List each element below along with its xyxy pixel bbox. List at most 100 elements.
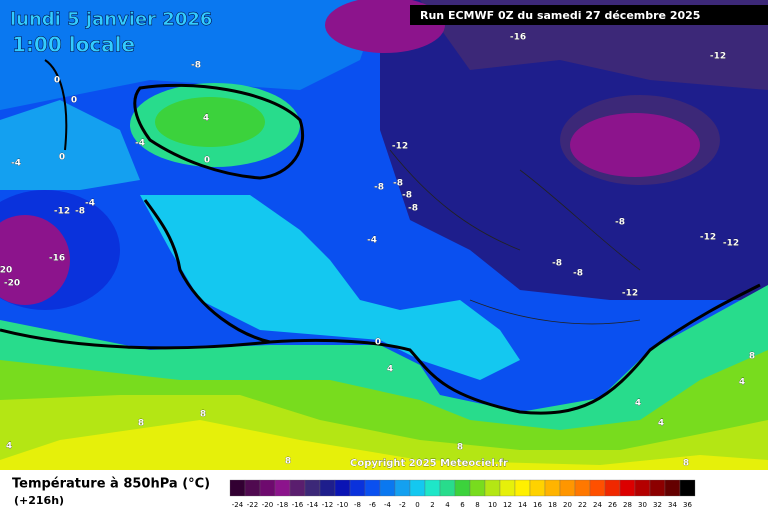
copyright: Copyright 2025 Meteociel.fr [350, 458, 508, 469]
contour-label: 4 [6, 442, 12, 452]
scale-swatch [544, 479, 561, 497]
scale-label: 26 [608, 501, 617, 509]
scale-label: -14 [307, 501, 319, 509]
scale-label: -8 [354, 501, 361, 509]
scale-swatch [619, 479, 636, 497]
scale-swatch [229, 479, 246, 497]
contour-label: -8 [191, 61, 201, 71]
scale-swatch [604, 479, 621, 497]
scale-swatch [484, 479, 501, 497]
scale-label: 36 [683, 501, 692, 509]
contour-label: 4 [739, 378, 745, 388]
scale-label: -16 [292, 501, 304, 509]
map [0, 0, 768, 470]
scale-label: -4 [384, 501, 392, 509]
contour-label: -12 [710, 52, 726, 62]
scale-swatch [349, 479, 366, 497]
scale-swatch [499, 479, 516, 497]
scale-swatch [409, 479, 426, 497]
scale-label: -20 [262, 501, 273, 509]
scale-label: -12 [322, 501, 333, 509]
contour-label: -12 [723, 239, 739, 249]
contour-label: 4 [658, 419, 664, 429]
contour-label: 4 [203, 114, 209, 124]
contour-label: 8 [138, 419, 144, 429]
contour-label: 0 [375, 338, 381, 348]
contour-label: 0 [71, 96, 77, 106]
contour-label: 20 [0, 266, 12, 276]
scale-swatch [439, 479, 456, 497]
variable-title: Température à 850hPa (°C) [12, 477, 210, 492]
run-box [410, 5, 768, 25]
contour-label: -8 [573, 269, 583, 279]
scale-swatch [424, 479, 441, 497]
contour-label: -20 [4, 279, 20, 289]
contour-label: -8 [552, 259, 562, 269]
scale-label: 2 [430, 501, 434, 509]
contour-label: -8 [75, 207, 85, 217]
scale-swatch [319, 479, 336, 497]
scale-swatch [664, 479, 681, 497]
scale-swatch [379, 479, 396, 497]
contour-label: -12 [700, 233, 716, 243]
contour-label: -4 [11, 159, 21, 169]
scale-label: -24 [232, 501, 244, 509]
scale-label: 32 [653, 501, 662, 509]
contour-label: -12 [622, 289, 638, 299]
scale-swatch [679, 479, 696, 497]
scale-swatch [589, 479, 606, 497]
contour-label: 8 [749, 352, 755, 362]
contour-label: -8 [615, 218, 625, 228]
scale-label: 30 [638, 501, 647, 509]
scale-swatch [364, 479, 381, 497]
contour-label: -12 [54, 207, 70, 217]
scale-swatch [259, 479, 276, 497]
run-info: Run ECMWF 0Z du samedi 27 décembre 2025 [420, 9, 700, 22]
contour-label: -4 [85, 199, 95, 209]
contour-label: 8 [200, 410, 206, 420]
scale-label: 28 [623, 501, 632, 509]
scale-swatch [529, 479, 546, 497]
lead-time: (+216h) [14, 494, 64, 507]
contour-label: 0 [204, 156, 210, 166]
contour-label: -8 [393, 179, 403, 189]
scale-swatch [559, 479, 576, 497]
scale-label: 22 [578, 501, 587, 509]
date: lundi 5 janvier 2026 [10, 9, 212, 30]
scale-swatch [244, 479, 261, 497]
scale-label: -6 [369, 501, 377, 509]
scale-label: 4 [445, 501, 450, 509]
scale-label: 12 [503, 501, 512, 509]
scale-label: 24 [593, 501, 602, 509]
scale-label: -22 [247, 501, 258, 509]
scale-label: -2 [399, 501, 406, 509]
scale-label: 6 [460, 501, 465, 509]
contour-label: -8 [374, 183, 384, 193]
scale-label: 16 [533, 501, 542, 509]
color-scale: -24 -22 -20 -18 -16 -14 -12 -10 -8 -6 -4 -2 0 2 4 6 8 10 1… [229, 479, 696, 509]
scale-swatch [394, 479, 411, 497]
scale-label: 18 [548, 501, 557, 509]
contour-label: 0 [54, 76, 60, 86]
local-time: 1:00 locale [12, 33, 135, 57]
scale-label: 34 [668, 501, 677, 509]
contour-label: -8 [402, 191, 412, 201]
scale-label: 20 [563, 501, 572, 509]
contour-label: -4 [367, 236, 377, 246]
scale-label: 8 [475, 501, 479, 509]
scale-label: -10 [337, 501, 348, 509]
scale-label: 0 [415, 501, 419, 509]
scale-swatch [274, 479, 291, 497]
scale-swatch [574, 479, 591, 497]
contour-label: 0 [59, 153, 65, 163]
scale-swatch [634, 479, 651, 497]
contour-label: 8 [457, 443, 463, 453]
contour-label: -16 [510, 33, 526, 43]
contour-label: -16 [49, 254, 65, 264]
scale-label: 10 [488, 501, 497, 509]
scale-swatch [454, 479, 471, 497]
scale-swatch [334, 479, 351, 497]
contour-label: 4 [635, 399, 641, 409]
scale-swatch [649, 479, 666, 497]
